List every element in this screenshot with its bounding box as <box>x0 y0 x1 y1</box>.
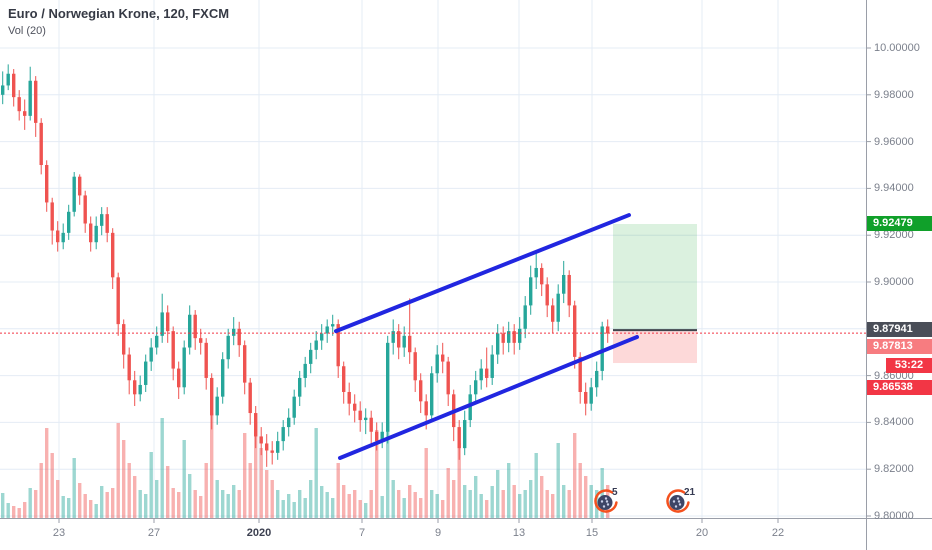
price-axis-label: 9.98000 <box>874 88 914 101</box>
price-axis-label: 10.00000 <box>874 42 920 54</box>
price-axis-label: 9.96000 <box>874 135 914 148</box>
cookie-icon <box>669 495 685 510</box>
long-position-tool[interactable] <box>613 223 697 364</box>
price-axis-label: 9.80000 <box>874 510 914 522</box>
candlestick-series <box>1 64 610 467</box>
entry-price-badge: 9.87941 <box>867 322 932 338</box>
price-axis-label: 9.94000 <box>874 182 914 195</box>
price-axis-label: 9.92000 <box>874 229 914 242</box>
stop-price-badge: 9.86538 <box>867 380 932 396</box>
time-axis-label: 23 <box>52 527 66 539</box>
price-axis-label: 9.82000 <box>874 463 914 476</box>
target-price-badge: 9.92479 <box>867 215 932 231</box>
time-axis-label: 15 <box>585 527 599 539</box>
time-axis-label: 20 <box>695 527 709 539</box>
time-axis-label: 27 <box>147 527 161 539</box>
symbol-title[interactable]: Euro / Norwegian Krone, 120, FXCM <box>8 6 230 21</box>
trendline-lower <box>338 334 639 460</box>
last-price-badge: 9.87813 <box>867 339 932 355</box>
bar-countdown-badge: 53:22 <box>886 358 932 374</box>
time-axis-label: 2020 <box>246 527 272 539</box>
grid-lines <box>0 0 866 518</box>
idea-marker[interactable]: 5 <box>594 487 618 513</box>
time-axis-label: 13 <box>512 527 526 539</box>
price-axis-label: 9.84000 <box>874 416 914 429</box>
cookie-arc-icon <box>666 489 690 513</box>
idea-marker-count: 21 <box>684 487 696 498</box>
price-axis-label: 9.90000 <box>874 276 914 288</box>
idea-marker[interactable]: 21 <box>666 487 696 513</box>
idea-marker-count: 5 <box>612 487 618 498</box>
volume-series <box>1 413 610 518</box>
chart-legend: Euro / Norwegian Krone, 120, FXCM Vol (2… <box>8 6 229 38</box>
cookie-icon <box>597 495 613 510</box>
trend-channel[interactable] <box>334 213 639 460</box>
time-axis-label: 22 <box>771 527 785 539</box>
cookie-arc-icon <box>594 489 618 513</box>
time-axis-label: 9 <box>434 527 442 539</box>
volume-indicator-label[interactable]: Vol (20) <box>8 25 46 37</box>
trendline-upper <box>334 213 631 334</box>
time-axis-label: 7 <box>358 527 366 539</box>
